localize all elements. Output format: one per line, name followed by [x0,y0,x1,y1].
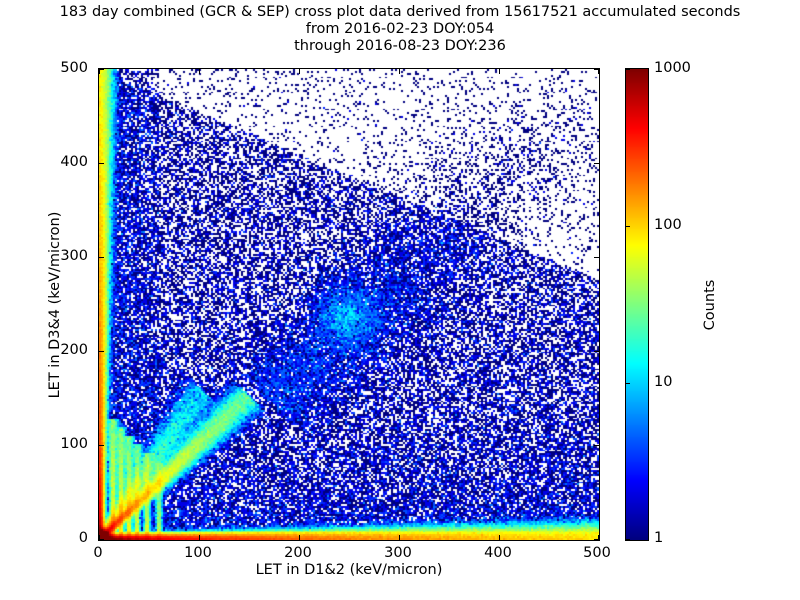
y-tick-0 [99,539,104,540]
x-tick-100 [199,535,200,540]
y-ticklabel-200: 200 [60,342,88,358]
y-tick-400 [99,163,104,164]
x-ticklabel-500: 500 [583,545,611,561]
scatter-heatmap [99,69,599,540]
x-tick-500 [598,535,599,540]
y-tick-right-400 [594,163,599,164]
y-axis-label: LET in D3&4 (keV/micron) [47,211,63,399]
chart-title: 183 day combined (GCR & SEP) cross plot … [0,4,800,55]
y-tick-right-500 [594,69,599,70]
colorbar-tick-10 [626,383,630,384]
x-tick-400 [499,535,500,540]
colorbar-tick-100 [626,226,630,227]
y-tick-300 [99,257,104,258]
y-ticklabel-400: 400 [60,154,88,170]
y-tick-100 [99,445,104,446]
y-tick-200 [99,351,104,352]
colorbar-ticklabel-1: 1 [654,530,664,546]
x-tick-200 [299,535,300,540]
y-tick-500 [99,69,104,70]
x-tick-top-400 [499,69,500,74]
x-tick-top-100 [199,69,200,74]
y-ticklabel-300: 300 [60,248,88,264]
colorbar-tick-1 [626,539,630,540]
y-ticklabel-0: 0 [78,530,88,546]
x-tick-top-0 [99,69,100,74]
colorbar-tick-1000 [626,69,630,70]
colorbar-ticklabel-10: 10 [654,374,673,390]
title-line-1: 183 day combined (GCR & SEP) cross plot … [59,4,741,20]
plot-area [98,68,600,541]
y-tick-right-100 [594,445,599,446]
colorbar-label: Counts [702,279,718,331]
colorbar-ticklabel-100: 100 [654,217,682,233]
x-axis-label: LET in D1&2 (keV/micron) [255,562,443,578]
title-line-2: from 2016-02-23 DOY:054 [305,21,495,37]
colorbar-gradient [626,69,648,540]
x-ticklabel-400: 400 [484,545,512,561]
colorbar-ticklabel-1000: 1000 [654,60,691,76]
x-tick-top-300 [399,69,400,74]
x-tick-top-200 [299,69,300,74]
x-ticklabel-0: 0 [93,545,103,561]
x-ticklabel-200: 200 [284,545,312,561]
x-tick-0 [99,535,100,540]
x-ticklabel-300: 300 [384,545,412,561]
x-tick-top-500 [598,69,599,74]
colorbar [625,68,649,541]
y-tick-right-300 [594,257,599,258]
x-tick-300 [399,535,400,540]
x-ticklabel-100: 100 [184,545,212,561]
y-ticklabel-100: 100 [60,436,88,452]
title-line-3: through 2016-08-23 DOY:236 [294,38,506,54]
y-tick-right-0 [594,539,599,540]
y-ticklabel-500: 500 [60,60,88,76]
y-tick-right-200 [594,351,599,352]
